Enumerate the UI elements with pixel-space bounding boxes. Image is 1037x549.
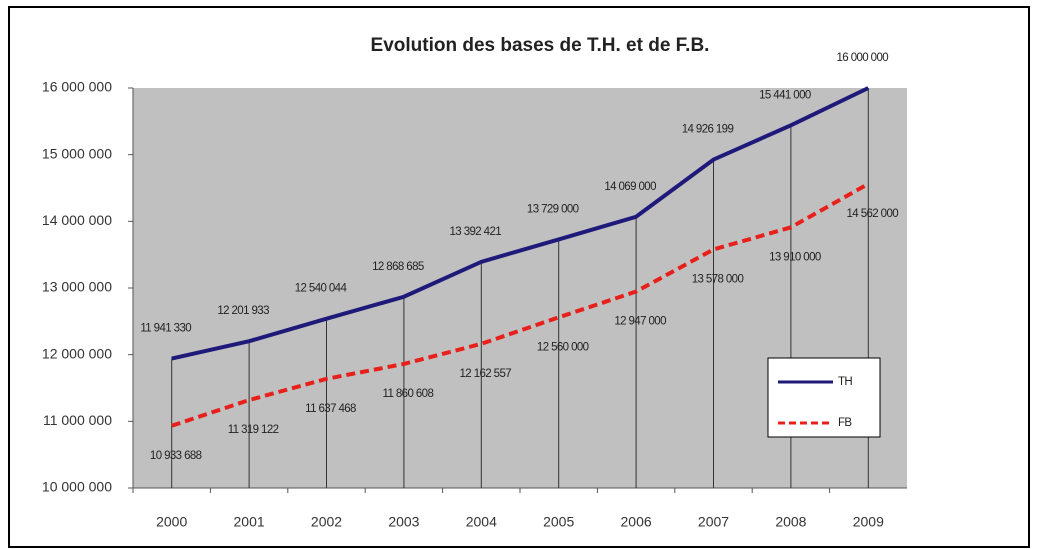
data-label: 14 926 199 [682, 124, 734, 136]
data-label: 11 860 608 [383, 388, 434, 400]
data-label: 12 201 933 [217, 305, 269, 317]
data-label: 11 941 330 [140, 323, 191, 335]
data-label: 13 578 000 [692, 273, 744, 285]
y-tick-label: 10 000 000 [42, 479, 112, 495]
data-label: 13 729 000 [527, 203, 579, 215]
y-tick-label: 15 000 000 [42, 145, 112, 161]
x-tick-label: 2000 [156, 514, 187, 530]
data-label: 13 910 000 [769, 251, 821, 263]
x-tick-label: 2009 [853, 514, 884, 530]
x-tick-label: 2003 [388, 514, 419, 530]
chart-title: Evolution des bases de T.H. et de F.B. [371, 35, 710, 56]
data-label: 15 441 000 [759, 89, 811, 101]
data-label: 11 637 468 [305, 403, 356, 415]
data-label: 10 933 688 [150, 450, 202, 462]
x-tick-label: 2001 [234, 514, 265, 530]
y-tick-label: 12 000 000 [42, 345, 112, 361]
data-label: 12 947 000 [614, 316, 666, 328]
y-tick-label: 14 000 000 [42, 212, 112, 228]
x-tick-label: 2002 [311, 514, 342, 530]
data-label: 13 392 421 [450, 226, 502, 238]
legend-box [767, 357, 881, 438]
data-label: 12 868 685 [372, 261, 424, 273]
x-tick-label: 2004 [466, 514, 497, 530]
data-label: 16 000 000 [837, 52, 889, 64]
data-label: 14 069 000 [604, 181, 656, 193]
legend-label: TH [838, 376, 852, 388]
data-label: 14 562 000 [847, 208, 899, 220]
data-label: 12 540 044 [295, 283, 348, 295]
y-tick-label: 11 000 000 [43, 412, 112, 428]
x-tick-label: 2008 [775, 514, 806, 530]
x-tick-label: 2006 [621, 514, 652, 530]
series-line [171, 86, 870, 361]
legend-label: FB [838, 417, 852, 429]
x-tick-label: 2007 [698, 514, 729, 530]
x-tick-label: 2005 [543, 514, 574, 530]
y-tick-label: 16 000 000 [42, 79, 112, 95]
data-label: 12 162 557 [460, 368, 512, 380]
data-label: 11 319 122 [228, 424, 279, 436]
y-tick-label: 13 000 000 [42, 279, 112, 295]
data-label: 12 560 000 [537, 341, 589, 353]
